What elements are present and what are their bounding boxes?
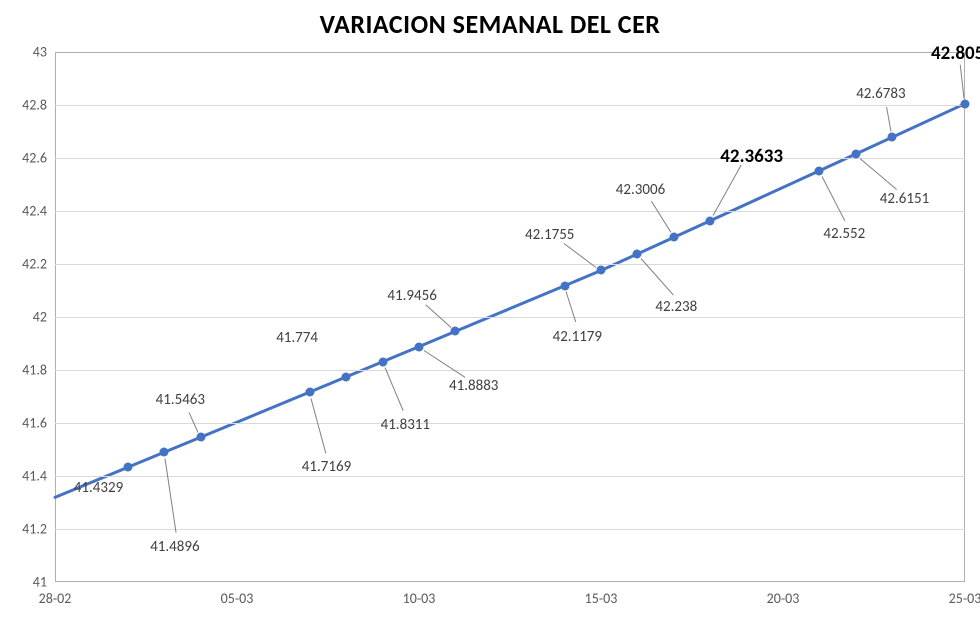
data-label: 42.805 <box>931 42 980 65</box>
data-label: 41.7169 <box>302 458 351 476</box>
gridline <box>55 317 965 318</box>
x-tick-label: 05-03 <box>221 582 254 607</box>
x-tick-label: 15-03 <box>585 582 618 607</box>
y-tick-label: 41.6 <box>22 415 55 432</box>
data-marker <box>451 327 460 336</box>
series-line <box>55 104 965 498</box>
data-marker <box>305 388 314 397</box>
data-label: 42.1755 <box>525 226 574 244</box>
y-tick-label: 42.6 <box>22 150 55 167</box>
data-label: 42.3006 <box>616 181 665 199</box>
y-tick-label: 41.8 <box>22 362 55 379</box>
data-label: 41.4329 <box>74 479 123 497</box>
data-marker <box>123 463 132 472</box>
chart-title: VARIACION SEMANAL DEL CER <box>0 8 980 40</box>
data-label: 42.238 <box>655 298 697 316</box>
gridline <box>55 105 965 106</box>
data-label: 41.774 <box>276 329 318 347</box>
data-label: 41.4896 <box>150 538 199 556</box>
gridline <box>55 158 965 159</box>
data-marker <box>597 266 606 275</box>
data-marker <box>342 372 351 381</box>
data-marker <box>378 357 387 366</box>
x-tick-label: 28-02 <box>39 582 72 607</box>
plot-area: 4141.241.441.641.84242.242.442.642.84328… <box>55 52 965 582</box>
data-marker <box>851 149 860 158</box>
gridline <box>55 476 965 477</box>
gridline <box>55 423 965 424</box>
data-label: 42.6783 <box>856 85 905 103</box>
y-tick-label: 41.4 <box>22 468 55 485</box>
data-label: 42.1179 <box>553 328 602 346</box>
cer-chart: VARIACION SEMANAL DEL CER 4141.241.441.6… <box>0 0 980 627</box>
data-marker <box>633 249 642 258</box>
data-label: 42.6151 <box>880 190 929 208</box>
data-marker <box>961 99 970 108</box>
data-marker <box>560 281 569 290</box>
data-marker <box>815 166 824 175</box>
y-tick-label: 42.2 <box>22 256 55 273</box>
gridline <box>55 211 965 212</box>
gridline <box>55 264 965 265</box>
data-marker <box>160 448 169 457</box>
gridline <box>55 370 965 371</box>
gridline <box>55 529 965 530</box>
data-label: 42.3633 <box>720 145 783 168</box>
data-marker <box>196 433 205 442</box>
y-tick-label: 42.4 <box>22 203 55 220</box>
x-tick-label: 25-03 <box>949 582 980 607</box>
data-label: 41.8311 <box>381 416 430 434</box>
data-label: 41.8883 <box>449 377 498 395</box>
y-tick-label: 42 <box>33 309 55 326</box>
data-label: 42.552 <box>823 225 865 243</box>
data-marker <box>888 133 897 142</box>
x-tick-label: 10-03 <box>403 582 436 607</box>
data-marker <box>669 233 678 242</box>
x-tick-label: 20-03 <box>767 582 800 607</box>
y-tick-label: 42.8 <box>22 97 55 114</box>
data-marker <box>415 342 424 351</box>
data-label: 41.5463 <box>156 391 205 409</box>
data-label: 41.9456 <box>387 287 436 305</box>
y-tick-label: 41.2 <box>22 521 55 538</box>
data-marker <box>706 216 715 225</box>
y-tick-label: 43 <box>33 44 55 61</box>
